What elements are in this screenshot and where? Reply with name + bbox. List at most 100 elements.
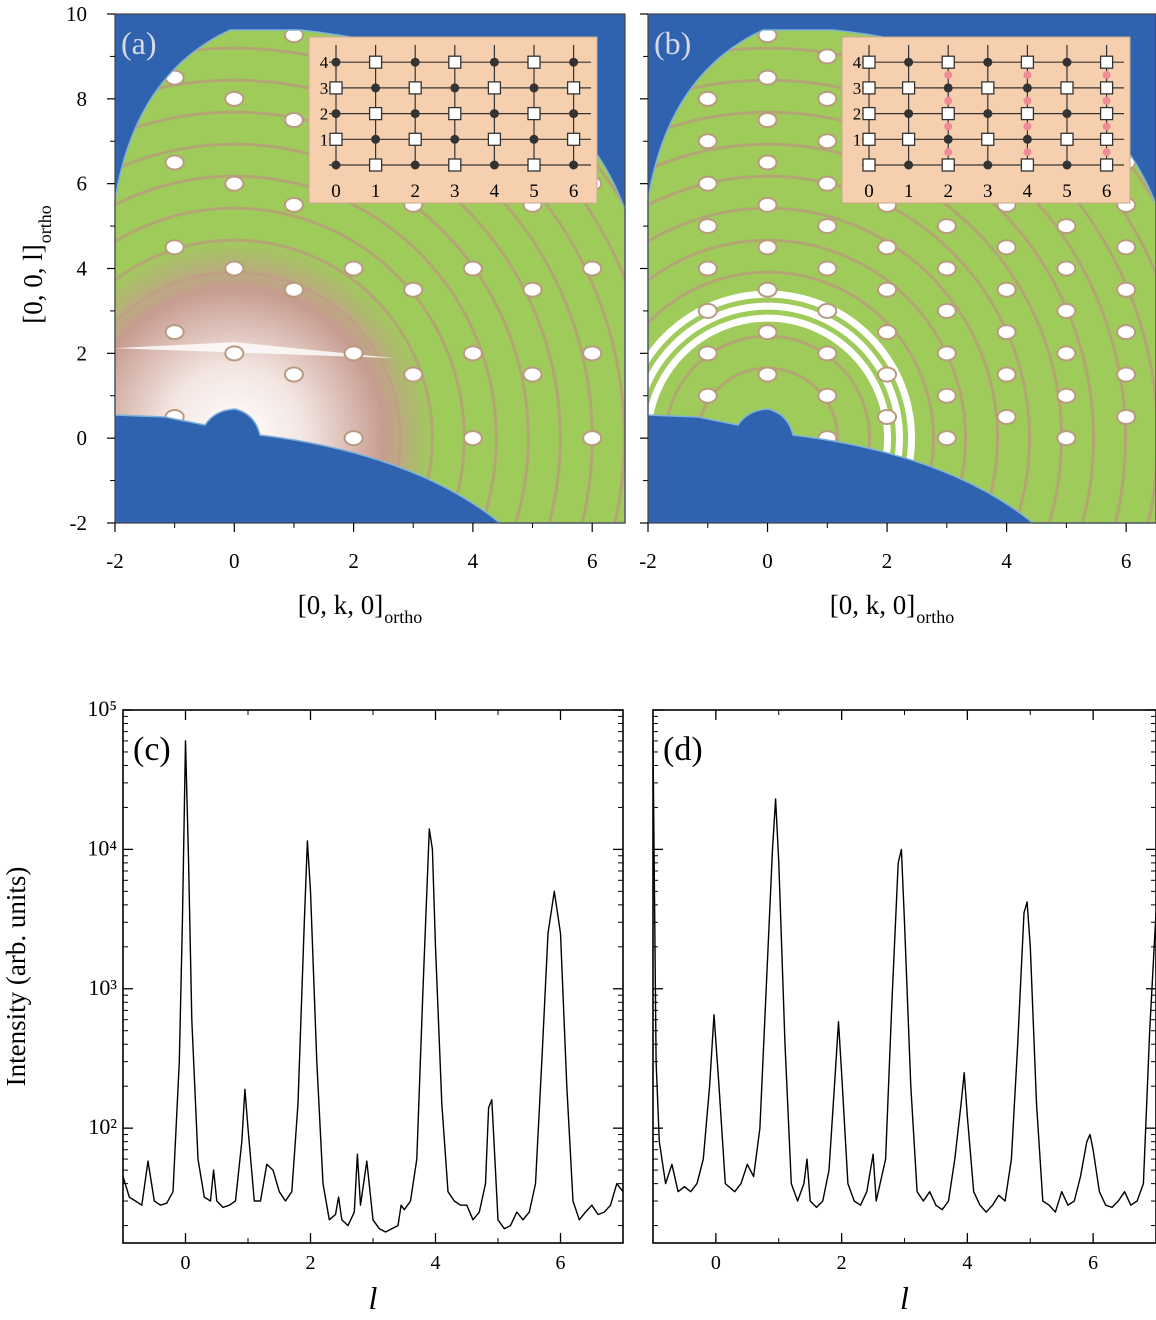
inset-dot [331, 109, 341, 119]
bragg-spot [877, 324, 898, 341]
inset-pink-dot [1023, 148, 1032, 157]
x-tick-label: -2 [639, 549, 657, 573]
inset-dot [410, 109, 420, 119]
inset-dot [943, 83, 953, 93]
y-tick-label: 10⁴ [87, 835, 117, 860]
x-tick-label: 4 [962, 1252, 972, 1274]
bragg-spot [1056, 345, 1077, 362]
bragg-spot [757, 324, 778, 341]
inset-y-label: 1 [320, 130, 329, 149]
y-tick-label: 10 [66, 2, 87, 26]
bragg-spot [936, 430, 957, 447]
inset-pink-dot [1102, 148, 1111, 157]
inset-square [1099, 55, 1114, 69]
bragg-spot [462, 260, 483, 277]
y-tick-label: 6 [77, 172, 88, 196]
inset-square [368, 55, 383, 69]
bragg-spot [283, 196, 304, 213]
inset-x-label: 3 [983, 181, 993, 202]
inset-x-label: 6 [1102, 181, 1112, 202]
bragg-spot [224, 175, 245, 192]
panel-label: (d) [663, 731, 703, 768]
inset-pink-dot [944, 96, 953, 105]
bragg-spot [403, 281, 424, 298]
scatter-ring [115, 110, 562, 523]
inset-square [408, 81, 422, 95]
inset-dot [1062, 109, 1072, 119]
inset-dot [983, 160, 993, 170]
inset-square [448, 106, 462, 121]
x-axis-label: l [900, 1280, 909, 1315]
bragg-spot [582, 430, 603, 447]
bragg-spot [996, 408, 1017, 425]
bragg-spot [757, 30, 778, 44]
inset-x-label: 3 [450, 181, 460, 202]
bragg-spot [1056, 218, 1077, 235]
bragg-spot [936, 218, 957, 235]
bragg-spot [697, 302, 718, 319]
inset-dot [450, 83, 460, 93]
inset-square [862, 55, 876, 69]
bragg-spot [1116, 324, 1137, 341]
inset-square [901, 81, 916, 95]
x-axis-label-text: [0, k, 0] [830, 590, 915, 620]
inset-x-label: 1 [904, 181, 914, 202]
x-tick-label: 6 [587, 549, 598, 573]
x-tick-label: 2 [348, 549, 359, 573]
inset-square [1099, 106, 1114, 121]
bragg-spot [877, 408, 898, 425]
bragg-spot [582, 260, 603, 277]
y-tick-label: 0 [77, 426, 88, 450]
inset-square [329, 81, 343, 95]
bragg-spot [164, 154, 185, 171]
scatter-ring [648, 46, 1156, 523]
bragg-spot [757, 196, 778, 213]
y-tick-label: 8 [77, 87, 88, 111]
inset-y-label: 3 [320, 79, 329, 98]
inset-dot [489, 57, 499, 67]
bragg-spot [283, 281, 304, 298]
bragg-spot [817, 302, 838, 319]
bragg-spot [697, 260, 718, 277]
bragg-spot [582, 345, 603, 362]
inset-pink-dot [944, 71, 953, 80]
bragg-spot [936, 260, 957, 277]
inset-square [368, 106, 383, 121]
inset-square [941, 158, 955, 172]
y-axis-label-text: [0, 0, l] [18, 244, 48, 323]
x-tick-label: 4 [1001, 549, 1012, 573]
inset-square [1060, 81, 1074, 95]
inset-square [941, 55, 955, 69]
x-axis-label-sub: ortho [384, 607, 422, 627]
x-axis-label-text: [0, k, 0] [298, 590, 383, 620]
inset-y-label: 2 [853, 105, 862, 124]
bragg-spot [817, 133, 838, 150]
inset-pink-dot [1102, 71, 1111, 80]
bragg-spot [403, 366, 424, 383]
inset-x-label: 2 [943, 181, 953, 202]
panel-label: (b) [654, 25, 691, 61]
line-panel: 0 2 4 6 10² 10³ 10⁴ 10⁵ (c) l Intensity (arb. unit… [1, 696, 624, 1316]
inset-x-label: 2 [410, 181, 420, 202]
inset-square [448, 158, 462, 172]
inset-square [1060, 132, 1074, 146]
bragg-spot [462, 430, 483, 447]
inset-y-label: 2 [320, 105, 329, 124]
bragg-spot [757, 112, 778, 129]
bragg-spot [757, 281, 778, 298]
inset-square [862, 81, 876, 95]
inset-square [1020, 55, 1035, 69]
bragg-spot [1056, 302, 1077, 319]
inset-pink-dot [1102, 122, 1111, 131]
inset-y-label: 4 [320, 53, 329, 72]
y-axis-label-sub: ortho [35, 205, 55, 243]
inset-dot [450, 134, 460, 144]
inset-square [527, 106, 541, 121]
inset-x-label: 0 [331, 181, 341, 202]
bragg-spot [343, 260, 364, 277]
bragg-spot [224, 90, 245, 107]
inset-square [566, 132, 581, 146]
inset-square [527, 55, 541, 69]
inset-square [1020, 158, 1035, 172]
